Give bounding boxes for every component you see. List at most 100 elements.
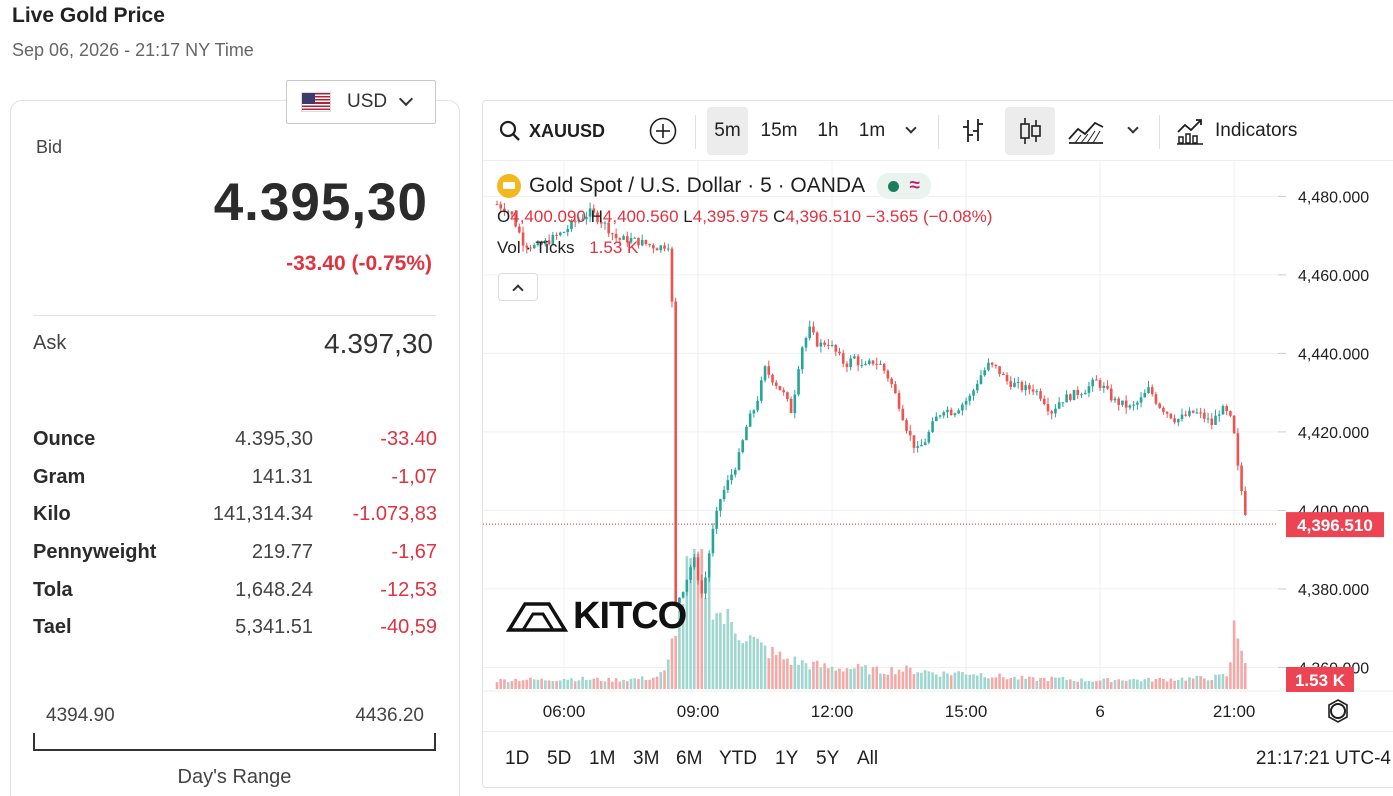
- chart-toolbar: XAUUSD 5m 15m 1h 1m Indicators: [483, 101, 1393, 161]
- candle-body: [1024, 385, 1027, 391]
- volume-bar: [592, 678, 596, 689]
- volume-bar: [1095, 681, 1098, 689]
- range-ytd[interactable]: YTD: [719, 748, 757, 769]
- range-3m[interactable]: 3M: [633, 748, 660, 769]
- candle-body: [1243, 491, 1247, 515]
- currency-select[interactable]: USD: [286, 80, 436, 124]
- unit-value: 1,648.24: [235, 578, 313, 601]
- volume-bar: [1176, 680, 1180, 689]
- range-1m[interactable]: 1M: [589, 748, 616, 769]
- volume-bar: [860, 666, 864, 689]
- chevron-down-icon: [399, 91, 414, 107]
- candle-body: [1117, 398, 1121, 405]
- candle-body: [942, 412, 946, 416]
- price-panel: [10, 100, 460, 796]
- symbol-label: XAUUSD: [529, 120, 606, 141]
- interval-1m[interactable]: 1m: [858, 120, 886, 141]
- candle-body: [756, 400, 759, 411]
- volume-bar: [1139, 681, 1143, 689]
- unit-change: -1,07: [391, 465, 437, 488]
- volume-bar: [1113, 680, 1117, 689]
- volume-bar: [1109, 682, 1113, 689]
- range-5y[interactable]: 5Y: [816, 748, 840, 769]
- volume-bar: [655, 676, 659, 689]
- volume-bar: [1169, 678, 1173, 689]
- volume-label: Vol · Ticks: [497, 238, 575, 257]
- y-tick-label: 4,420.000: [1298, 425, 1369, 442]
- candle-body: [1195, 412, 1199, 414]
- candle-body: [1016, 382, 1020, 384]
- indicators-button[interactable]: Indicators: [1175, 107, 1317, 155]
- candle-body: [1128, 405, 1132, 408]
- volume-bar: [1232, 620, 1236, 689]
- candle-body: [927, 432, 931, 443]
- page-title: Live Gold Price: [12, 4, 165, 27]
- volume-bar: [998, 673, 1001, 689]
- chart-style-menu-button[interactable]: [1119, 107, 1147, 155]
- interval-15m[interactable]: 15m: [760, 120, 798, 141]
- y-tick-label: 4,380.000: [1298, 582, 1369, 599]
- price-chart[interactable]: 4,480.000 4,460.000 4,440.000 4,420.000 4,40…: [483, 161, 1393, 727]
- volume-bar: [678, 598, 681, 689]
- range-all[interactable]: All: [857, 748, 879, 769]
- area-chart-style-button[interactable]: [1065, 107, 1107, 155]
- candle-body: [719, 499, 722, 511]
- volume-bar: [1065, 679, 1068, 689]
- candle-body: [715, 510, 718, 529]
- candle-chart-style-button[interactable]: [1005, 107, 1055, 155]
- volume-bar: [1039, 677, 1042, 689]
- candle-body: [1109, 388, 1113, 401]
- volume-bar: [536, 679, 540, 689]
- market-status-badge[interactable]: ≈: [877, 173, 932, 199]
- range-5d[interactable]: 5D: [547, 748, 572, 769]
- range-1d[interactable]: 1D: [505, 748, 530, 769]
- y-tick-label: 4,440.000: [1298, 346, 1369, 363]
- volume-bar: [1191, 678, 1195, 689]
- candle-body: [585, 216, 588, 220]
- candle-body: [890, 378, 893, 385]
- volume-bar: [778, 651, 782, 689]
- collapse-legend-button[interactable]: [498, 273, 538, 301]
- candle-body: [1150, 387, 1154, 395]
- volume-bar: [845, 668, 849, 689]
- volume-bar: [830, 666, 834, 689]
- volume-bar: [1221, 673, 1225, 689]
- candle-body: [1236, 433, 1240, 466]
- candle-body: [1050, 411, 1054, 414]
- volume-bar: [1229, 662, 1232, 689]
- range-1y[interactable]: 1Y: [775, 748, 799, 769]
- x-tick-label: 12:00: [811, 702, 854, 721]
- volume-bar: [875, 666, 879, 689]
- candle-body: [1184, 414, 1188, 416]
- candle-body: [1139, 397, 1143, 403]
- volume-bar: [894, 674, 897, 689]
- candle-body: [607, 222, 610, 234]
- candle-body: [1229, 411, 1232, 416]
- unit-change: -33.40: [380, 428, 437, 451]
- volume-bar: [789, 664, 793, 689]
- candle-body: [949, 409, 953, 416]
- volume-bar: [815, 660, 819, 689]
- bar-chart-style-button[interactable]: [953, 107, 993, 155]
- candle-body: [834, 344, 838, 352]
- candle-body: [1169, 413, 1173, 419]
- chevron-down-icon: [905, 122, 917, 134]
- candle-body: [1214, 415, 1217, 425]
- interval-1h[interactable]: 1h: [817, 120, 839, 141]
- candle-body: [633, 237, 637, 239]
- candle-body: [663, 245, 666, 249]
- volume-bar: [1080, 678, 1083, 689]
- range-6m[interactable]: 6M: [676, 748, 703, 769]
- volume-bar: [603, 681, 607, 689]
- volume-bar: [1020, 675, 1024, 689]
- volume-bar: [957, 671, 960, 689]
- volume-bar: [1087, 680, 1091, 689]
- interval-5m[interactable]: 5m: [707, 107, 748, 155]
- volume-bar: [506, 682, 510, 689]
- add-symbol-button[interactable]: [643, 107, 683, 155]
- symbol-search[interactable]: XAUUSD: [495, 107, 617, 155]
- interval-menu-button[interactable]: [897, 107, 925, 155]
- candle-body: [838, 351, 841, 354]
- unit-change: -40,59: [380, 616, 437, 639]
- volume-bar: [670, 638, 674, 689]
